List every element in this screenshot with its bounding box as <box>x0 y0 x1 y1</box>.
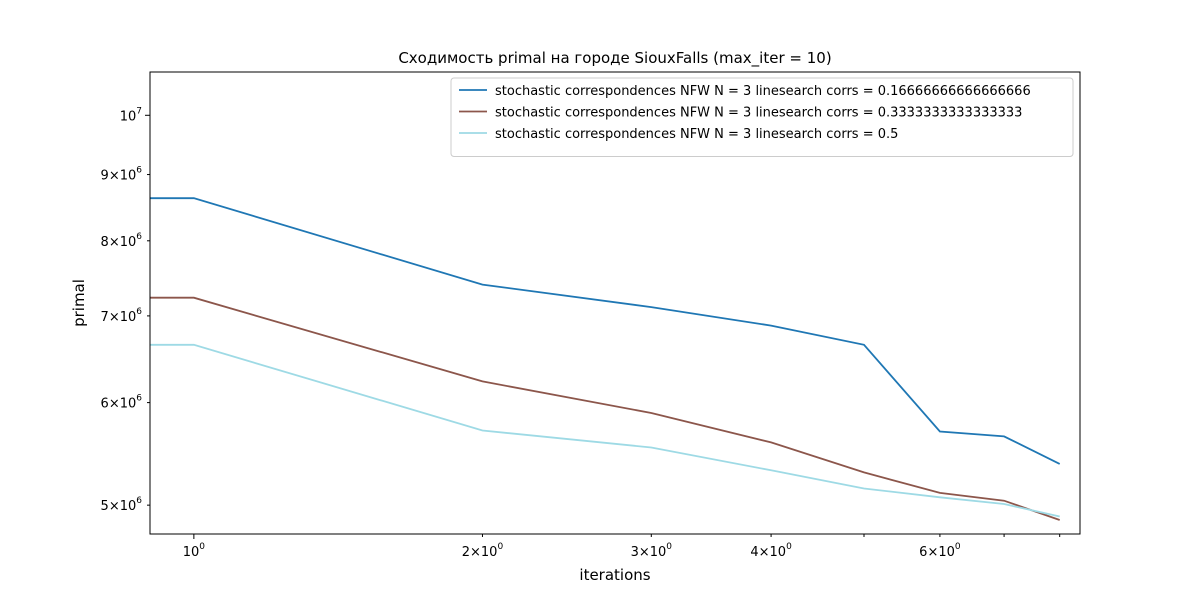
x-tick-label: 2×100 <box>462 542 504 560</box>
chart-title: Сходимость primal на городе SiouxFalls (… <box>398 49 831 68</box>
axes-frame <box>149 71 1081 535</box>
plot-area: 100 2×100 3×100 4×100 6×100 5×106 6×106 7×106 8… <box>101 71 1081 560</box>
legend: stochastic correspondences NFW N = 3 lin… <box>450 77 1074 157</box>
x-axis-ticks: 100 2×100 3×100 4×100 6×100 <box>183 534 1061 560</box>
legend-label-3: stochastic correspondences NFW N = 3 lin… <box>495 127 898 142</box>
y-tick-label: 9×106 <box>101 166 143 184</box>
x-tick-label: 6×100 <box>919 542 961 560</box>
x-axis-label: iterations <box>579 566 650 584</box>
x-tick-label: 4×100 <box>750 542 792 560</box>
y-tick-label: 6×106 <box>101 394 143 412</box>
y-tick-label: 107 <box>120 106 142 124</box>
y-tick-label: 8×106 <box>101 232 143 250</box>
y-tick-label: 7×106 <box>101 307 143 325</box>
x-tick-label: 3×100 <box>631 542 673 560</box>
y-axis-ticks: 5×106 6×106 7×106 8×106 9×106 107 <box>101 106 150 514</box>
legend-label-2: stochastic correspondences NFW N = 3 lin… <box>495 106 1022 121</box>
y-axis-label: primal <box>70 279 88 327</box>
y-tick-label: 5×106 <box>101 496 143 514</box>
series-line-2 <box>150 296 1060 521</box>
x-tick-label: 100 <box>183 542 206 560</box>
legend-box <box>450 77 1074 157</box>
series-line-1 <box>150 197 1061 465</box>
series-lines <box>150 197 1061 521</box>
series-line-3 <box>150 343 1060 518</box>
legend-label-1: stochastic correspondences NFW N = 3 lin… <box>495 84 1031 99</box>
